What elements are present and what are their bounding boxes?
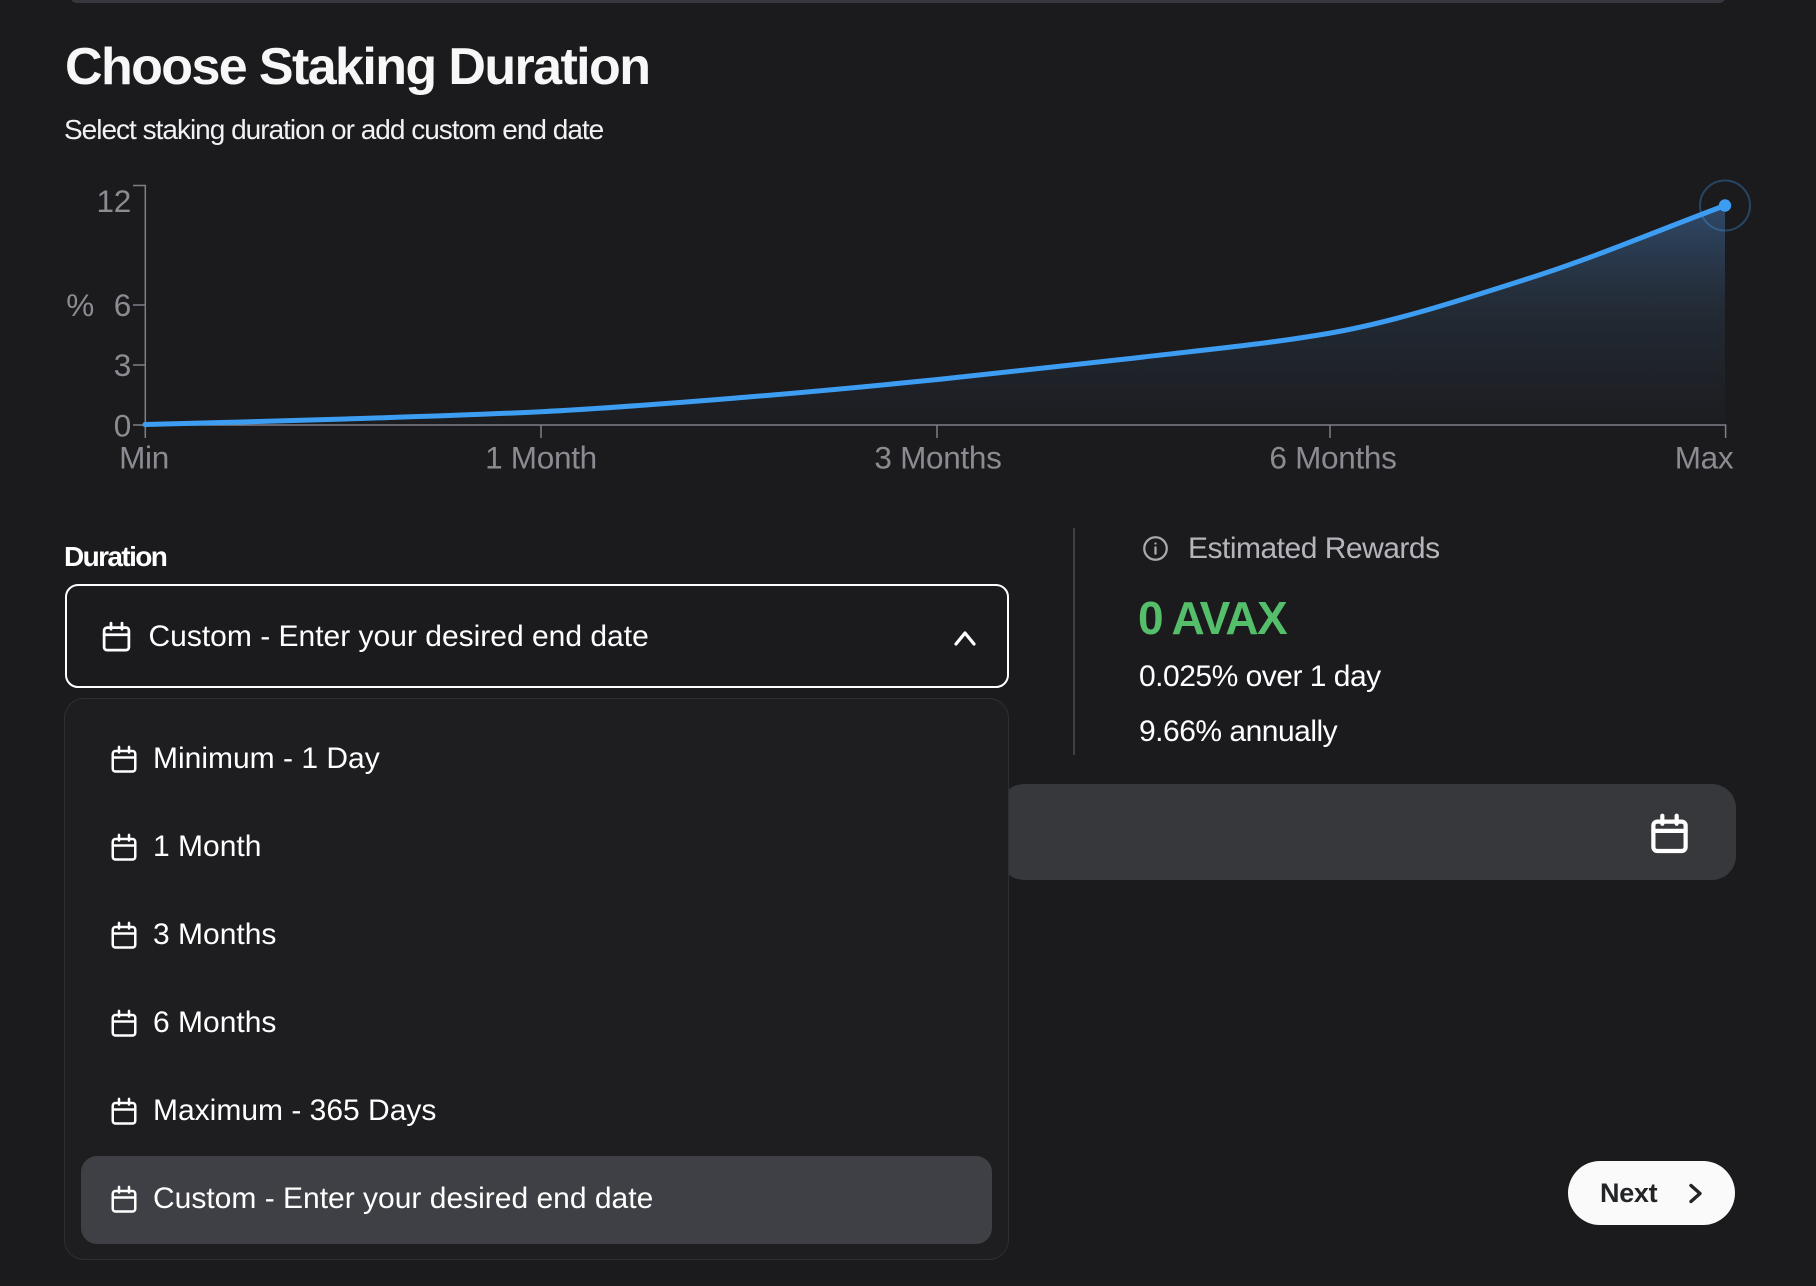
- svg-text:1 Month: 1 Month: [485, 440, 597, 476]
- svg-text:Max: Max: [1675, 440, 1734, 476]
- svg-text:3: 3: [114, 347, 131, 383]
- svg-text:6 Months: 6 Months: [1269, 440, 1396, 476]
- svg-text:6: 6: [114, 287, 131, 323]
- svg-text:%: %: [66, 287, 94, 323]
- svg-text:Min: Min: [119, 440, 169, 476]
- svg-text:12: 12: [97, 183, 131, 219]
- svg-text:0: 0: [114, 407, 131, 443]
- svg-text:3 Months: 3 Months: [874, 440, 1001, 476]
